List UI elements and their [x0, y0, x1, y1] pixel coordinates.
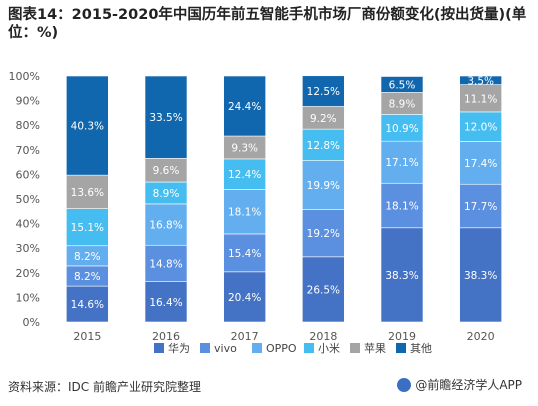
- y-tick-label: 30%: [16, 242, 40, 255]
- legend-swatch: [396, 343, 406, 353]
- y-tick-label: 50%: [16, 193, 40, 206]
- data-label: 15.4%: [228, 248, 261, 260]
- legend-label: 苹果: [364, 341, 386, 355]
- legend-label: OPPO: [266, 342, 297, 355]
- data-label: 8.9%: [153, 188, 180, 200]
- bar-segment: [380, 76, 424, 93]
- bar-segment: [302, 209, 345, 258]
- data-label: 19.2%: [307, 228, 340, 240]
- data-label: 16.4%: [149, 297, 182, 309]
- source-note: 资料来源：IDC 前瞻产业研究院整理: [8, 380, 201, 394]
- bar-segment: [66, 75, 109, 176]
- legend-swatch: [350, 343, 360, 353]
- legend-label: 小米: [318, 342, 340, 355]
- legend-swatch: [252, 343, 262, 353]
- bar-segment: [302, 160, 345, 210]
- data-label: 18.1%: [228, 207, 261, 219]
- bar-segment: [459, 75, 502, 85]
- data-label: 14.8%: [149, 258, 182, 270]
- data-label: 38.3%: [385, 270, 418, 282]
- bar-segment: [459, 84, 502, 113]
- data-label: 19.9%: [307, 180, 340, 192]
- data-label: 18.1%: [385, 201, 418, 213]
- data-label: 6.5%: [389, 79, 416, 91]
- data-label: 16.8%: [149, 220, 182, 232]
- data-label: 26.5%: [307, 284, 340, 296]
- data-label: 13.6%: [71, 187, 104, 199]
- data-label: 12.8%: [307, 140, 340, 152]
- data-label: 8.2%: [74, 271, 101, 283]
- legend-swatch: [200, 343, 210, 353]
- y-tick-label: 70%: [16, 144, 40, 157]
- data-label: 9.2%: [310, 113, 337, 125]
- chart-title: 图表14：2015-2020年中国历年前五智能手机市场厂商份额变化(按出货量)(…: [8, 7, 527, 41]
- bar-segment: [380, 114, 424, 142]
- x-tick-label: 2017: [231, 330, 259, 343]
- data-label: 17.7%: [464, 201, 497, 213]
- watermark: @前瞻经济学人APP: [397, 376, 522, 393]
- data-label: 3.5%: [467, 75, 494, 87]
- x-tick-label: 2018: [309, 330, 337, 343]
- bar-segment: [223, 271, 266, 323]
- x-tick-label: 2019: [388, 330, 416, 343]
- data-label: 12.0%: [464, 122, 497, 134]
- legend-label: vivo: [214, 342, 237, 355]
- bar-segment: [223, 75, 266, 137]
- y-tick-label: 100%: [9, 70, 40, 83]
- data-label: 11.1%: [464, 93, 497, 105]
- data-label: 12.4%: [228, 169, 261, 181]
- data-label: 10.9%: [385, 123, 418, 135]
- data-label: 12.5%: [307, 86, 340, 98]
- legend-label: 其他: [410, 342, 432, 355]
- bar-segment: [144, 203, 188, 246]
- data-label: 33.5%: [149, 112, 182, 124]
- x-tick-label: 2015: [73, 330, 101, 343]
- y-tick-label: 90%: [16, 95, 40, 108]
- legend-label: 华为: [168, 341, 190, 355]
- bar-segment: [459, 183, 502, 229]
- data-label: 17.1%: [385, 157, 418, 169]
- y-tick-label: 80%: [16, 119, 40, 132]
- data-label: 15.1%: [71, 222, 104, 234]
- data-label: 14.6%: [71, 299, 104, 311]
- bar-segment: [144, 244, 188, 282]
- bar-segment: [144, 75, 188, 159]
- bar-segment: [380, 182, 424, 229]
- data-label: 24.4%: [228, 101, 261, 113]
- bar-segment: [459, 141, 502, 185]
- bar-segment: [302, 256, 345, 323]
- bar-segment: [380, 140, 424, 184]
- bar-segment: [223, 158, 266, 190]
- bar-segment: [66, 285, 109, 323]
- bar-segment: [302, 75, 345, 107]
- data-label: 9.6%: [153, 165, 180, 177]
- y-tick-label: 40%: [16, 218, 40, 231]
- data-label: 40.3%: [71, 121, 104, 133]
- y-tick-label: 20%: [16, 267, 40, 280]
- brand-logo-icon: [397, 377, 412, 392]
- legend-swatch: [154, 343, 164, 353]
- data-label: 8.2%: [74, 251, 101, 263]
- bar-segment: [459, 227, 502, 323]
- x-tick-label: 2016: [152, 330, 180, 343]
- data-label: 38.3%: [464, 270, 497, 282]
- x-tick-label: 2020: [467, 330, 495, 343]
- y-tick-label: 60%: [16, 168, 40, 181]
- legend-swatch: [304, 343, 314, 353]
- y-tick-label: 0%: [23, 316, 40, 329]
- bar-segment: [223, 233, 266, 273]
- data-label: 20.4%: [228, 292, 261, 304]
- data-label: 17.4%: [464, 158, 497, 170]
- bar-segment: [380, 227, 424, 323]
- data-label: 9.3%: [231, 142, 258, 154]
- data-label: 8.9%: [389, 98, 416, 110]
- watermark-text: @前瞻经济学人APP: [415, 378, 522, 392]
- y-tick-label: 10%: [16, 291, 40, 304]
